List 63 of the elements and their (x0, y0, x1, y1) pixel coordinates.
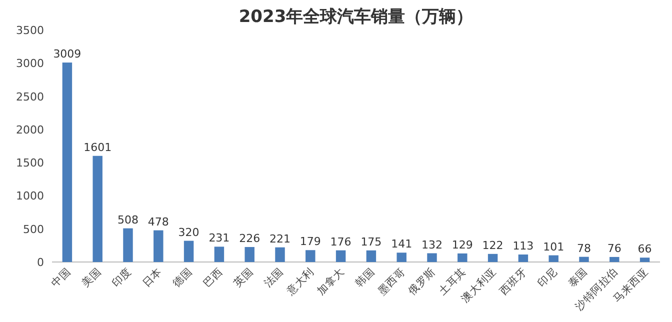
data-label: 78 (577, 242, 591, 255)
x-tick-label: 印度 (109, 264, 134, 290)
data-label: 1601 (84, 140, 112, 154)
data-label: 179 (300, 235, 321, 248)
data-label: 101 (543, 240, 564, 254)
y-tick-label: 3500 (16, 24, 44, 37)
data-label: 122 (482, 238, 504, 252)
bar (62, 62, 72, 262)
bar (244, 247, 254, 262)
data-label: 478 (148, 215, 169, 228)
bar (92, 156, 102, 262)
x-tick-label: 印尼 (534, 264, 560, 290)
data-label: 76 (607, 242, 622, 255)
x-tick-label: 韩国 (352, 264, 378, 290)
x-tick-label: 西班牙 (496, 264, 530, 298)
x-tick-label: 美国 (78, 264, 104, 290)
bar (610, 256, 620, 262)
bar (396, 252, 406, 262)
data-label: 113 (512, 240, 534, 253)
bar (123, 228, 133, 262)
x-tick-label: 墨西哥 (376, 266, 408, 298)
data-label: 231 (208, 232, 230, 245)
x-tick-label: 俄罗斯 (406, 264, 438, 298)
data-label: 141 (391, 238, 412, 251)
bar (548, 255, 558, 262)
x-tick-label: 泰国 (566, 266, 590, 290)
chart-title: 2023年全球汽车销量（万辆） (238, 7, 474, 27)
x-tick-label: 德国 (170, 266, 195, 290)
bar (579, 256, 589, 262)
y-tick-label: 500 (23, 222, 44, 236)
data-label: 320 (178, 226, 200, 239)
data-label: 226 (239, 232, 260, 246)
x-tick-label: 日本 (140, 264, 165, 290)
y-tick-label: 2500 (16, 90, 44, 104)
bar (214, 246, 224, 262)
bar (427, 253, 437, 262)
bar (366, 250, 376, 262)
x-tick-label: 中国 (48, 264, 74, 290)
bar (336, 250, 346, 262)
y-tick-label: 1500 (16, 156, 44, 170)
y-tick-label: 0 (37, 256, 44, 269)
data-label: 132 (422, 238, 442, 252)
bar (306, 250, 316, 262)
data-label: 175 (360, 235, 382, 248)
data-label: 508 (118, 213, 138, 226)
x-tick-label: 英国 (230, 264, 256, 290)
data-label: 221 (270, 232, 290, 246)
data-label: 66 (638, 242, 652, 256)
bar (184, 240, 194, 262)
bar (518, 254, 528, 262)
bar (154, 230, 164, 262)
bar (488, 254, 498, 262)
data-label: 176 (330, 235, 352, 248)
x-tick-label: 加拿大 (314, 264, 347, 298)
x-tick-label: 巴西 (201, 266, 226, 290)
bar (640, 258, 650, 262)
bar (458, 253, 468, 262)
data-label: 3009 (53, 48, 82, 61)
y-tick-label: 3000 (16, 57, 44, 70)
y-tick-label: 1000 (16, 190, 44, 203)
data-label: 129 (452, 238, 473, 252)
y-tick-label: 2000 (16, 123, 44, 136)
bar (275, 247, 285, 262)
